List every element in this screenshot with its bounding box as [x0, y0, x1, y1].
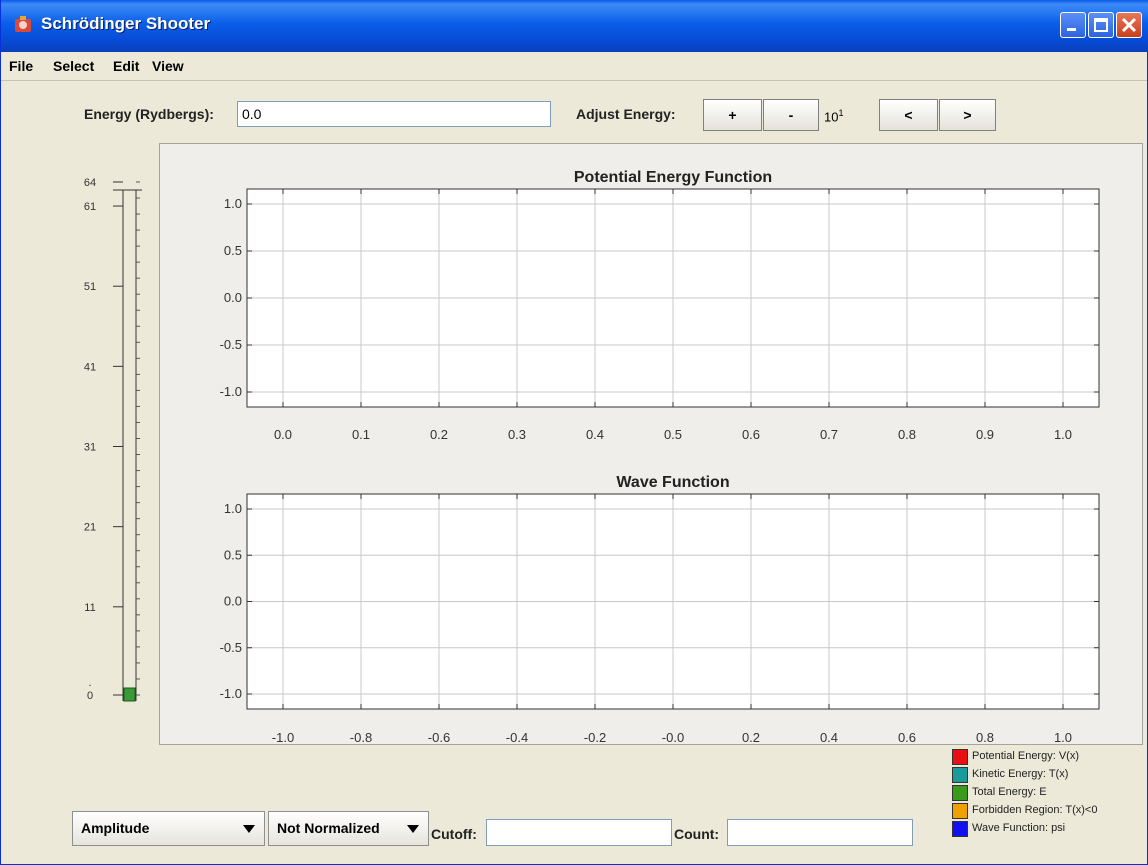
- x-tick-label: 0.4: [820, 730, 838, 745]
- x-tick-label: -0.0: [662, 730, 684, 745]
- slider-tick-label: 0: [87, 690, 93, 702]
- normalization-select[interactable]: Not Normalized: [268, 811, 429, 846]
- x-tick-label: 0.9: [976, 427, 994, 442]
- minimize-icon: [1067, 28, 1076, 31]
- x-tick-label: 1.0: [1054, 427, 1072, 442]
- slider-tick-label: 21: [84, 522, 96, 534]
- count-input[interactable]: [727, 819, 913, 846]
- legend-swatch: [952, 785, 968, 801]
- legend-label: Potential Energy: V(x): [972, 750, 1079, 762]
- y-tick-label: 0.5: [224, 547, 242, 562]
- title-bar[interactable]: Schrödinger Shooter: [1, 0, 1148, 52]
- x-tick-label: -0.6: [428, 730, 450, 745]
- legend-swatch: [952, 803, 968, 819]
- slider-tick-label: .: [88, 677, 91, 689]
- app-icon: [15, 16, 31, 32]
- x-tick-label: 0.8: [976, 730, 994, 745]
- chevron-down-icon: [243, 825, 255, 833]
- x-tick-label: 0.5: [664, 427, 682, 442]
- legend-label: Total Energy: E: [972, 786, 1047, 798]
- y-tick-label: 1.0: [224, 501, 242, 516]
- legend-swatch: [952, 749, 968, 765]
- chart-title: Wave Function: [616, 474, 729, 491]
- legend-swatch: [952, 821, 968, 837]
- x-tick-label: 0.6: [898, 730, 916, 745]
- legend-swatch: [952, 767, 968, 783]
- y-tick-label: 0.0: [224, 594, 242, 609]
- legend-label: Wave Function: psi: [972, 822, 1066, 834]
- x-tick-label: 0.2: [742, 730, 760, 745]
- x-tick-label: 0.4: [586, 427, 604, 442]
- x-tick-label: -0.2: [584, 730, 606, 745]
- x-tick-label: 0.1: [352, 427, 370, 442]
- energy-slider[interactable]: 64 61 51 41 31 21 11.0: [71, 175, 151, 715]
- slider-tick-label: 61: [84, 201, 96, 213]
- x-tick-label: 0.8: [898, 427, 916, 442]
- mode-select[interactable]: Amplitude: [72, 811, 265, 846]
- slider-tick-label: 64: [84, 177, 96, 189]
- x-tick-label: 0.6: [742, 427, 760, 442]
- x-tick-label: 0.0: [274, 427, 292, 442]
- chevron-down-icon: [407, 825, 419, 833]
- decrease-energy-button[interactable]: -: [763, 99, 819, 131]
- x-tick-label: -1.0: [272, 730, 294, 745]
- step-power-label: 101: [824, 108, 843, 124]
- x-tick-label: -0.8: [350, 730, 372, 745]
- normalization-select-value: Not Normalized: [277, 820, 380, 836]
- increase-step-button[interactable]: >: [939, 99, 996, 131]
- slider-tick-label: 11: [84, 602, 95, 614]
- count-label: Count:: [674, 826, 720, 842]
- chart-1: Potential Energy Function 0.0 0.1 0.2 0.3 0.4…: [220, 169, 1100, 442]
- x-tick-label: 0.3: [508, 427, 526, 442]
- chart-title: Potential Energy Function: [574, 169, 772, 186]
- slider-thumb[interactable]: [123, 687, 136, 702]
- legend-label: Forbidden Region: T(x)<0: [972, 804, 1098, 816]
- chart-2: Wave Function -1.0 -0.8 -0.6 -0.4 -0.2 -0.0 0.2…: [220, 474, 1100, 745]
- slider-tick-label: 31: [84, 442, 96, 454]
- x-tick-label: -0.4: [506, 730, 528, 745]
- increase-energy-button[interactable]: +: [703, 99, 762, 131]
- y-tick-label: 0.0: [224, 290, 242, 305]
- minimize-button[interactable]: [1060, 12, 1086, 38]
- x-tick-label: 0.2: [430, 427, 448, 442]
- menu-bar: File Select Edit View: [1, 52, 1147, 81]
- menu-view[interactable]: View: [152, 58, 184, 74]
- adjust-energy-label: Adjust Energy:: [576, 106, 676, 122]
- power-exponent: 1: [838, 108, 844, 118]
- close-button[interactable]: [1116, 12, 1142, 38]
- x-tick-label: 1.0: [1054, 730, 1072, 745]
- mode-select-value: Amplitude: [81, 820, 150, 836]
- y-tick-label: -0.5: [220, 337, 242, 352]
- power-base: 10: [824, 109, 839, 125]
- maximize-button[interactable]: [1088, 12, 1114, 38]
- menu-select[interactable]: Select: [53, 58, 95, 74]
- legend-label: Kinetic Energy: T(x): [972, 768, 1069, 780]
- y-tick-label: 1.0: [224, 196, 242, 211]
- slider-tick-label: 51: [84, 281, 96, 293]
- window-title: Schrödinger Shooter: [41, 14, 211, 33]
- energy-label: Energy (Rydbergs):: [84, 106, 214, 122]
- close-icon: [1121, 17, 1137, 33]
- menu-file[interactable]: File: [9, 58, 34, 74]
- x-tick-label: 0.7: [820, 427, 838, 442]
- cutoff-label: Cutoff:: [431, 826, 477, 842]
- y-tick-label: -0.5: [220, 640, 242, 655]
- y-tick-label: -1.0: [220, 686, 242, 701]
- decrease-step-button[interactable]: <: [879, 99, 938, 131]
- energy-input[interactable]: [237, 101, 551, 127]
- charts-area: Potential Energy Function 0.0 0.1 0.2 0.3 0.4…: [220, 169, 1100, 745]
- y-tick-label: -1.0: [220, 384, 242, 399]
- maximize-icon: [1094, 18, 1108, 32]
- slider-tick-label: 41: [84, 361, 96, 373]
- menu-edit[interactable]: Edit: [113, 58, 140, 74]
- y-tick-label: 0.5: [224, 243, 242, 258]
- cutoff-input[interactable]: [486, 819, 672, 846]
